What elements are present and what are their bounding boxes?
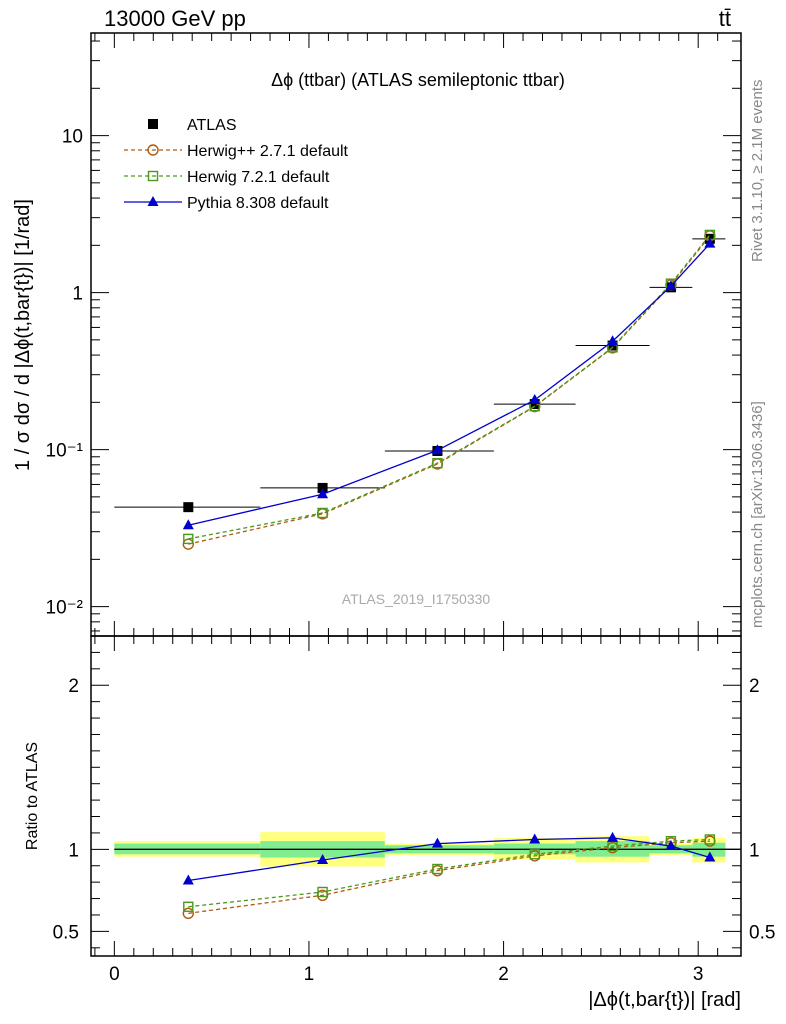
ratio-herwig7-point [529,849,540,860]
ratio-y-tick-label-right: 1 [749,840,760,861]
rivet-version-label: Rivet 3.1.10, ≥ 2.1M events [749,80,766,263]
x-tick-label: 0 [109,964,120,985]
x-axis-label: |Δϕ(t,bar{t})| [rad] [588,989,741,1011]
legend: ATLAS Herwig++ 2.7.1 default Herwig 7.2.1 … [124,117,349,212]
atlas-point [183,502,194,513]
atlas-point [529,399,540,410]
ratio-pythia-point [607,831,619,842]
legend-herwig7-label: Herwig 7.2.1 default [187,169,330,186]
main-y-tick-label: 10 [62,127,83,148]
analysis-watermark: ATLAS_2019_I1750330 [342,591,491,607]
ratio-pythia-point [317,854,329,864]
ratio-herwig7-point [704,834,716,845]
ratio-y-tick-label: 1 [68,840,79,861]
herwigpp-line [188,235,711,545]
legend-herwigpp-label: Herwig++ 2.7.1 default [187,143,349,160]
header-right: tt̄ [719,6,731,31]
ratio-y-tick-label: 2 [68,676,79,697]
legend-pythia-label: Pythia 8.308 default [187,195,329,212]
ratio-herwigpp-line [188,840,710,914]
legend-atlas-label: ATLAS [187,117,237,134]
herwig7-point [183,533,194,545]
main-y-tick-label: 10⁻² [46,598,84,619]
ratio-pythia-point [529,833,541,844]
main-title: Δϕ (ttbar) (ATLAS semileptonic ttbar) [271,70,565,90]
herwig7-point [432,457,443,469]
ratio-herwig7-line [188,838,710,908]
ratio-y-tick-label-right: 0.5 [749,922,775,943]
herwig7-point [317,507,328,519]
pythia-line [188,243,711,526]
legend-pythia-marker [147,196,159,206]
mcplots-source-label: mcplots.cern.ch [arXiv:1306.3436] [749,401,766,628]
atlas-point [607,340,618,351]
pythia-point [529,393,541,404]
ratio-pythia-point [182,874,194,885]
ratio-y-axis-label: Ratio to ATLAS [24,742,41,850]
ratio-panel: 0 1 2 3 0.5 0.5 1 1 2 2 Ratio to ATLAS |Δϕ(t,bar{… [24,635,775,1011]
herwigpp-point [182,538,195,550]
herwig7-line [188,234,711,540]
pythia-point [665,280,677,291]
pythia-point [317,488,329,499]
header-left: 13000 GeV pp [104,6,246,31]
ratio-y-tick-label-right: 2 [749,676,760,697]
ratio-y-tick-label: 0.5 [53,922,79,943]
main-y-tick-label: 10⁻¹ [46,441,84,462]
pythia-point [607,335,619,346]
main-y-axis-label: 1 / σ dσ / d |Δϕ(t,bar{t})| [1/rad] [12,199,34,471]
pythia-point [704,237,716,248]
main-y-tick-label: 1 [72,284,83,305]
pythia-point [431,444,443,455]
legend-herwigpp-marker [147,144,159,156]
pythia-point [182,519,194,530]
x-tick-label: 1 [304,964,315,985]
ratio-herwig7-point [317,886,328,898]
ratio-pythia-point [431,837,443,848]
x-tick-label: 3 [693,964,704,985]
legend-atlas-marker [148,119,158,129]
ratio-pythia-point [665,840,677,851]
main-panel: Δϕ (ttbar) (ATLAS semileptonic ttbar) AT… [12,32,742,637]
ratio-herwigpp-point [182,907,195,920]
atlas-point [317,482,328,493]
x-tick-label: 2 [498,964,509,985]
ratio-frame [90,635,742,957]
ratio-herwig7-point [432,863,443,875]
legend-herwig7-marker [147,170,159,182]
ratio-herwig7-point [183,901,194,912]
ratio-pythia-point [704,851,716,862]
